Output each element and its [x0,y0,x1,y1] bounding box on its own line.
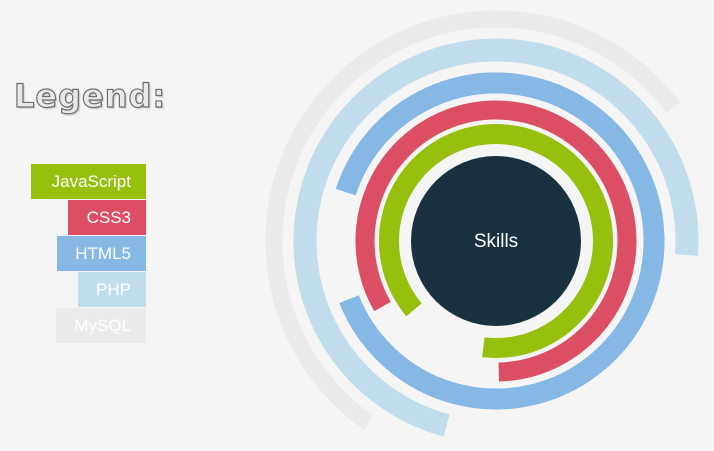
ring-php [293,38,699,437]
ring-html5 [335,72,665,410]
legend-item-css3: CSS3 [68,200,146,235]
legend-item-php: PHP [78,272,146,307]
legend-item-html5: HTML5 [57,236,146,271]
ring-css3 [355,100,637,382]
legend: JavaScript CSS3 HTML5 PHP MySQL [31,164,146,343]
ring-javascript [379,124,613,358]
legend-item-javascript: JavaScript [31,164,146,199]
chart-center-label: Skills [474,231,518,252]
legend-item-mysql: MySQL [56,308,146,343]
ring-mysql [265,10,681,430]
chart-rings [265,10,699,437]
legend-title: Legend: [13,77,167,115]
chart-center-disc [411,156,581,326]
